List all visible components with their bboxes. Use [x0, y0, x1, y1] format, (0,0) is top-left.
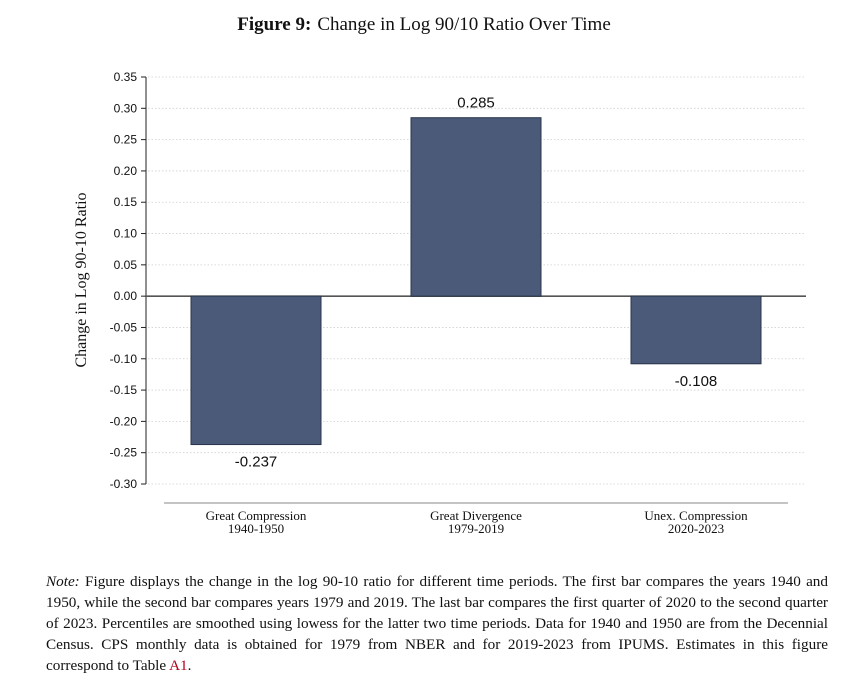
note-end: . [187, 657, 192, 674]
bars [190, 117, 762, 446]
bar-value-label: -0.237 [235, 454, 278, 471]
x-tick-label: Great Compression [206, 508, 307, 523]
x-tick-label: 1979-2019 [448, 521, 504, 536]
x-tick-label: 1940-1950 [228, 521, 284, 536]
note-text: Figure displays the change in the log 90… [46, 573, 828, 674]
y-tick-label: 0.00 [114, 289, 138, 303]
bar-chart: 0.35 0.30 0.25 0.20 0.15 0.10 0.05 0.00 -0.05 -0.… [73, 70, 806, 536]
x-tick-label: Unex. Compression [644, 508, 748, 523]
y-tick-label: 0.35 [114, 70, 138, 84]
figure-title: Figure 9: Change in Log 90/10 Ratio Over … [0, 14, 848, 36]
y-tick-label: -0.20 [110, 414, 138, 428]
y-tick-label: 0.25 [114, 133, 138, 147]
bar [190, 295, 322, 446]
x-tick-label: 2020-2023 [668, 521, 724, 536]
y-tick-label: -0.10 [110, 352, 138, 366]
bar-value-label: -0.108 [675, 373, 718, 390]
y-tick-label: 0.20 [114, 164, 138, 178]
note-label: Note: [46, 573, 80, 590]
y-tick-label: -0.25 [110, 446, 138, 460]
figure-title-text: Change in Log 90/10 Ratio Over Time [317, 14, 611, 35]
y-tick-label: -0.05 [110, 320, 138, 334]
y-tick-label: 0.10 [114, 227, 138, 241]
y-tick-label: 0.05 [114, 258, 138, 272]
table-reference-link[interactable]: A1 [169, 657, 188, 674]
bar [410, 117, 542, 297]
figure-note: Note: Figure displays the change in the … [46, 571, 828, 676]
y-tick-label: -0.30 [110, 477, 138, 491]
bar-value-label: 0.285 [457, 95, 495, 112]
y-axis-title: Change in Log 90-10 Ratio [73, 192, 90, 367]
value-labels: -0.237 0.285 -0.108 [235, 95, 718, 471]
y-tick-label: -0.15 [110, 383, 138, 397]
y-tick-label: 0.30 [114, 101, 138, 115]
x-tick-label: Great Divergence [430, 508, 522, 523]
figure-number: Figure 9: [237, 14, 312, 35]
y-tick-label: 0.15 [114, 195, 138, 209]
bar [630, 295, 762, 365]
